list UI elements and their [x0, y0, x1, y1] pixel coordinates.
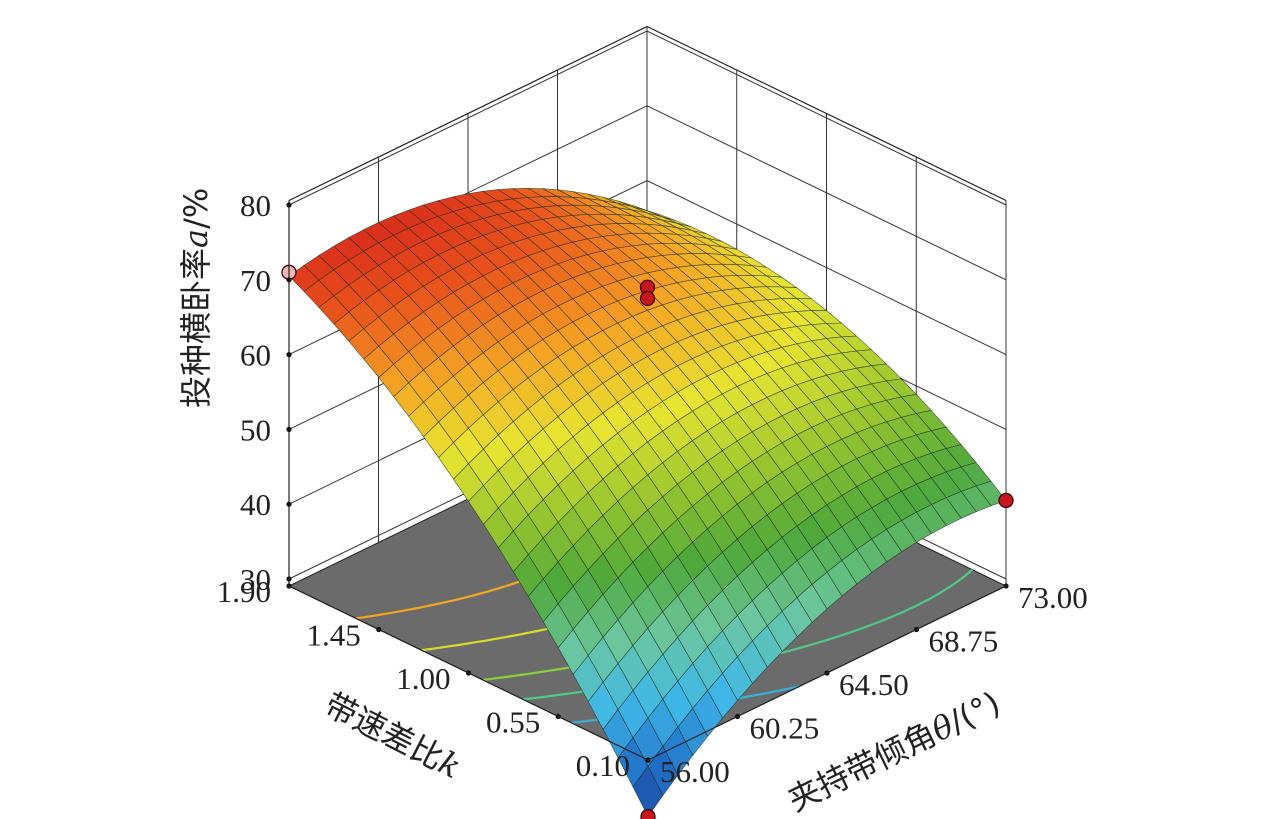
z-tick-label: 30: [240, 562, 271, 597]
design-point: [639, 290, 656, 307]
x-axis-title: 夹持带倾角θ/(°): [782, 684, 1006, 819]
k-tick-label: 1.90: [217, 574, 271, 609]
z-tick-label: 60: [240, 338, 271, 373]
theta-tick-label: 60.25: [750, 711, 820, 746]
theta-tick-label: 68.75: [929, 624, 999, 659]
z-tick-mark: [286, 277, 292, 283]
theta-tick-label: 56.00: [660, 754, 730, 789]
z-axis-title: 投种横卧率a/%: [177, 188, 215, 408]
z-tick-label: 80: [240, 188, 271, 223]
z-tick-mark: [286, 426, 292, 432]
z-gridline: [288, 30, 1007, 206]
surface-patch: [632, 765, 664, 818]
theta-tick-label: 64.50: [839, 667, 909, 702]
top-frame: [288, 25, 1007, 202]
k-tick-label: 0.55: [486, 705, 540, 740]
design-point: [640, 808, 656, 819]
floor-front-edges: [288, 585, 1007, 761]
z-tick-mark: [286, 202, 292, 208]
k-tick-label: 0.10: [576, 748, 630, 783]
z-tick-mark: [286, 352, 292, 358]
z-tick-mark: [286, 576, 292, 582]
k-tick-label: 1.45: [307, 618, 361, 653]
z-tick-label: 70: [240, 263, 271, 298]
design-point: [998, 492, 1014, 509]
design-points: [281, 264, 1014, 819]
z-tick-label: 50: [240, 412, 271, 447]
response-surface: [288, 187, 1007, 818]
z-tick-mark: [286, 501, 292, 507]
theta-tick-label: 73.00: [1018, 580, 1088, 615]
z-tick-label: 40: [240, 487, 271, 522]
k-tick-label: 1.00: [396, 661, 450, 696]
y-axis-title: 带速差比k: [318, 685, 467, 786]
axes: 30 40 50 60 70 80 0.10 0.55 1.00 1.45 1.90 56.00 60.…: [217, 188, 1088, 789]
